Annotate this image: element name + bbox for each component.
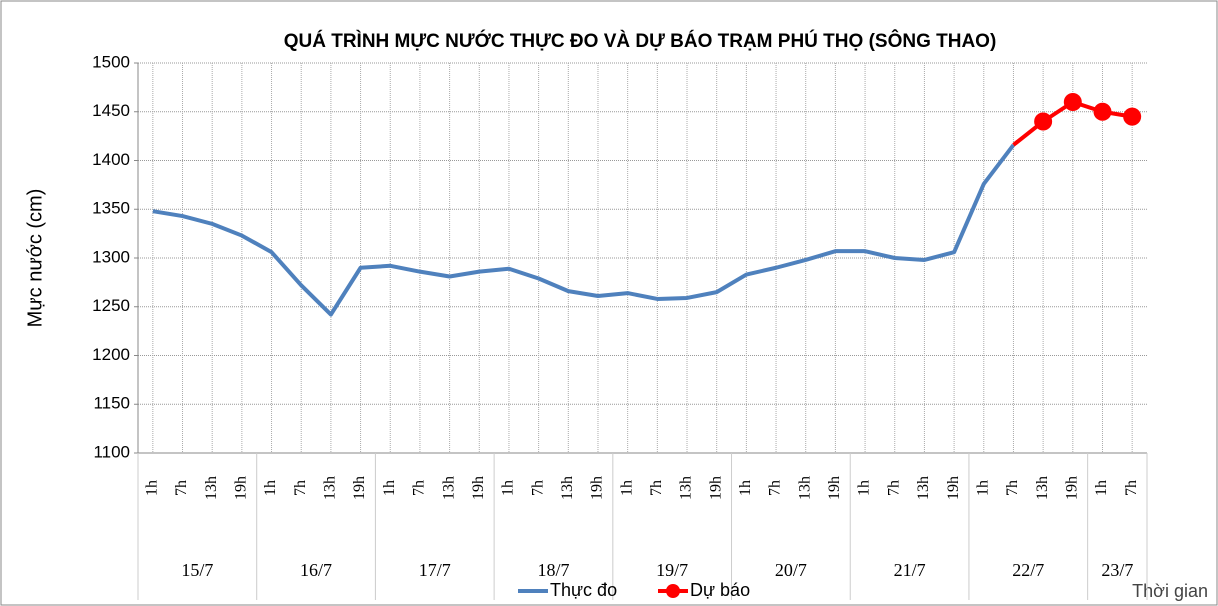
x-tick-label: 7h xyxy=(292,480,309,496)
legend-label: Dự báo xyxy=(690,580,750,600)
x-tick-label: 13h xyxy=(915,476,932,500)
marker xyxy=(1123,107,1142,126)
x-tick-label: 13h xyxy=(559,476,576,500)
x-tick-label: 13h xyxy=(678,476,695,500)
x-tick-label: 19h xyxy=(470,476,487,500)
x-tick-label: 7h xyxy=(529,480,546,496)
x-tick-label: 1h xyxy=(262,480,279,496)
x-tick-label: 7h xyxy=(1123,480,1140,496)
x-tick-label: 7h xyxy=(1004,480,1021,496)
group-label: 21/7 xyxy=(894,560,926,580)
x-axis-label: Thời gian xyxy=(1132,581,1208,601)
marker xyxy=(1034,112,1053,131)
x-tick-label: 1h xyxy=(856,480,873,496)
x-tick-label: 7h xyxy=(173,480,190,496)
x-tick-label: 19h xyxy=(945,476,962,500)
group-label: 19/7 xyxy=(656,560,688,580)
marker xyxy=(1093,102,1112,121)
chart-title: QUÁ TRÌNH MỰC NƯỚC THỰC ĐO VÀ DỰ BÁO TRẠ… xyxy=(284,30,997,52)
y-tick-label: 1350 xyxy=(92,199,130,218)
y-axis-label: Mực nước (cm) xyxy=(24,189,46,328)
y-tick-label: 1450 xyxy=(92,101,130,120)
y-tick-label: 1400 xyxy=(92,150,130,169)
y-tick-label: 1200 xyxy=(92,345,130,364)
x-tick-label: 19h xyxy=(589,476,606,500)
x-tick-label: 1h xyxy=(618,480,635,496)
group-label: 22/7 xyxy=(1012,560,1044,580)
x-tick-label: 13h xyxy=(322,476,339,500)
x-tick-label: 19h xyxy=(707,476,724,500)
group-label: 17/7 xyxy=(419,560,451,580)
legend-label: Thực đo xyxy=(550,580,617,600)
y-tick-label: 1300 xyxy=(92,247,130,266)
group-label: 20/7 xyxy=(775,560,807,580)
y-tick-label: 1150 xyxy=(93,394,130,413)
x-tick-label: 7h xyxy=(411,480,428,496)
y-tick-label: 1250 xyxy=(92,296,130,315)
x-tick-label: 1h xyxy=(737,480,754,496)
line xyxy=(152,143,1016,317)
x-tick-label: 1h xyxy=(1093,480,1110,496)
x-tick-label: 19h xyxy=(351,476,368,500)
x-tick-label: 19h xyxy=(233,476,250,500)
x-tick-label: 1h xyxy=(381,480,398,496)
x-tick-label: 19h xyxy=(1063,476,1080,500)
y-tick-label: 1100 xyxy=(93,442,130,461)
x-tick-label: 13h xyxy=(796,476,813,500)
x-tick-label: 13h xyxy=(1034,476,1051,500)
marker xyxy=(1063,93,1082,111)
group-label: 23/7 xyxy=(1101,560,1133,580)
x-tick-label: 7h xyxy=(767,480,784,496)
group-label: 15/7 xyxy=(181,560,213,580)
x-tick-label: 1h xyxy=(500,480,517,496)
x-tick-label: 1h xyxy=(974,480,991,496)
group-label: 18/7 xyxy=(537,560,569,580)
x-tick-label: 19h xyxy=(826,476,843,500)
x-tick-label: 13h xyxy=(203,476,220,500)
group-label: 16/7 xyxy=(300,560,332,580)
x-tick-label: 7h xyxy=(648,480,665,496)
legend-marker xyxy=(666,584,680,598)
x-tick-label: 1h xyxy=(144,480,161,496)
x-tick-label: 13h xyxy=(440,476,457,500)
x-tick-label: 7h xyxy=(885,480,902,496)
y-tick-label: 1500 xyxy=(92,52,130,71)
